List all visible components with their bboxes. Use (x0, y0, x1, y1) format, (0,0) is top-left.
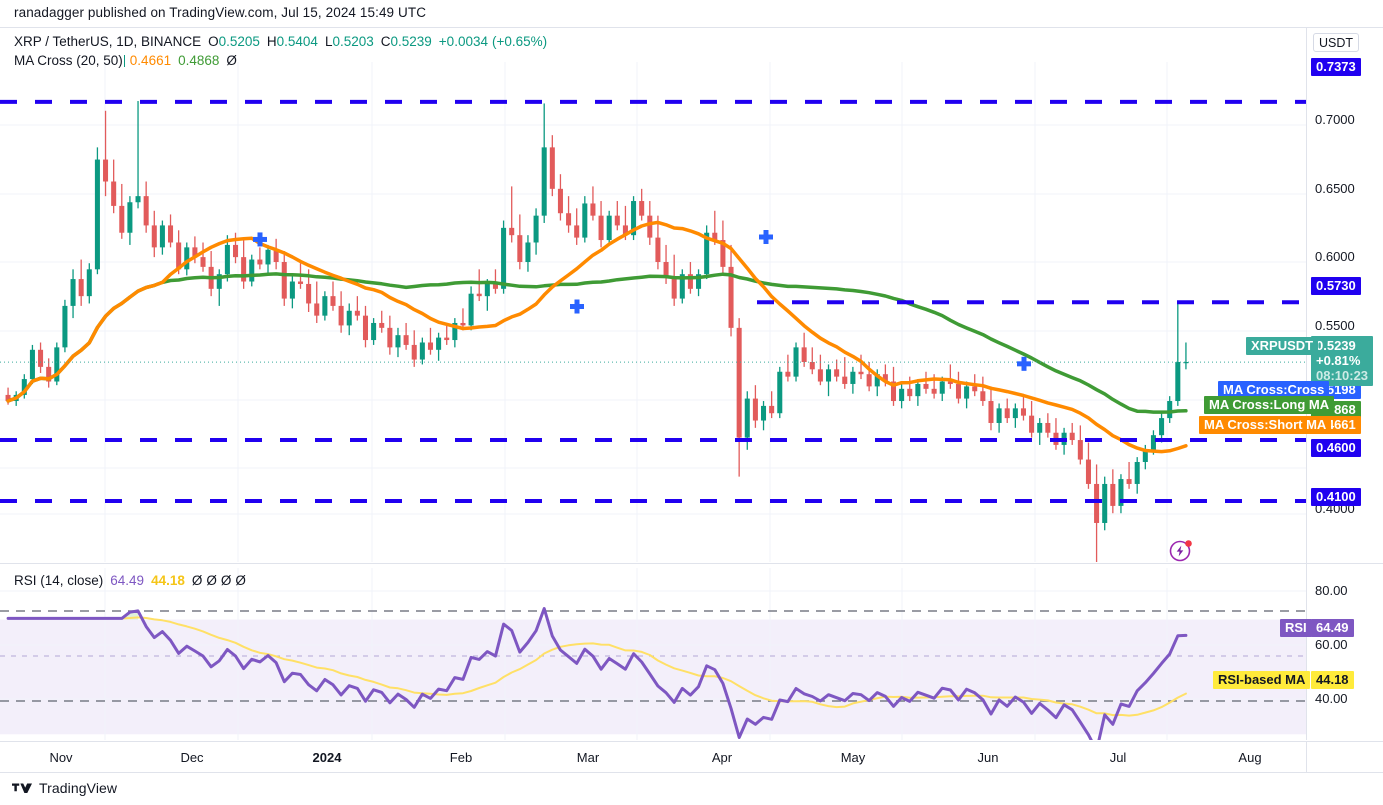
time-axis-label: May (840, 750, 866, 765)
price-chart-svg (0, 62, 1306, 562)
legend-ma-title: MA Cross (20, 50) (14, 53, 123, 68)
legend-row-ma-cross[interactable]: MA Cross (20, 50) 0.4661 0.4868 Ø (14, 51, 547, 70)
chart-legend: XRP / TetherUS, 1D, BINANCE O0.5205 H0.540… (14, 32, 547, 70)
rsi-legend-row: RSI (14, close) 64.49 44.18 Ø Ø Ø Ø (14, 571, 246, 590)
ma-cross-markers (253, 230, 1031, 371)
ma-cross-marker (1017, 356, 1031, 371)
time-axis[interactable]: Nov Dec 2024 Feb Mar Apr May Jun Jul Aug (0, 741, 1383, 773)
price-level-pill[interactable]: 0.4100 (1311, 488, 1361, 506)
legend-open-label: O (208, 34, 219, 49)
legend-high-value: 0.5404 (276, 34, 318, 49)
time-axis-label: Jul (1109, 750, 1127, 765)
legend-high-label: H (266, 34, 277, 49)
rsi-chart-svg (0, 568, 1306, 740)
rsi-legend[interactable]: RSI (14, close) 64.49 44.18 Ø Ø Ø Ø (14, 571, 246, 590)
series-name-tag[interactable]: MA Cross:Short MA (1199, 416, 1332, 434)
current-price-change: +0.81% (1316, 353, 1361, 368)
price-axis[interactable]: 0.7000 0.6500 0.6000 0.5500 0.4000 0.7373 0.57… (1306, 28, 1383, 563)
ma-cross-marker (759, 230, 773, 244)
rsi-indicator-pane[interactable] (0, 568, 1306, 740)
price-horizontal-gridlines (0, 124, 1306, 515)
time-axis-label: Apr (711, 750, 733, 765)
price-axis-tick: 0.5500 (1315, 318, 1355, 333)
price-level-pill[interactable]: 0.5730 (1311, 277, 1361, 295)
legend-close-value: 0.5239 (390, 34, 432, 49)
time-axis-label: 2024 (312, 750, 342, 765)
rsi-legend-null-2: Ø (206, 573, 217, 588)
rsi-axis[interactable]: 80.00 60.00 40.00 64.49 44.18 (1306, 564, 1383, 740)
legend-open-value: 0.5205 (218, 34, 260, 49)
rsi-axis-tick: 40.00 (1315, 691, 1348, 706)
ma-cross-marker (253, 232, 267, 247)
bar-countdown: 08:10:23 (1316, 368, 1369, 383)
tradingview-brand-text: TradingView (39, 780, 118, 796)
rsi-axis-tick: 80.00 (1315, 583, 1348, 598)
rsi-vertical-gridlines (104, 568, 1168, 740)
price-level-pill[interactable]: 0.7373 (1311, 58, 1361, 76)
series-name-tag[interactable]: MA Cross:Long MA (1204, 396, 1335, 414)
legend-close-label: C (380, 34, 391, 49)
series-name-tag[interactable]: MA Cross:Cross (1218, 381, 1330, 399)
currency-label[interactable]: USDT (1313, 33, 1359, 52)
candlestick-series (5, 101, 1189, 562)
price-level-lines[interactable] (0, 99, 1306, 504)
legend-row-symbol[interactable]: XRP / TetherUS, 1D, BINANCE O0.5205 H0.540… (14, 32, 547, 51)
current-price-value: 0.5239 (1316, 338, 1356, 353)
rsi-legend-null-4: Ø (235, 573, 246, 588)
ma-cross-marker (570, 299, 584, 314)
tradingview-footer[interactable]: TradingView (12, 780, 117, 796)
legend-symbol: XRP / TetherUS, 1D, BINANCE (14, 34, 202, 49)
time-axis-divider (1306, 742, 1307, 773)
legend-ma-short-value: 0.4661 (129, 53, 172, 68)
rsi-legend-ma-value: 44.18 (151, 573, 185, 588)
time-axis-label: Jun (977, 750, 999, 765)
time-axis-label: Feb (449, 750, 473, 765)
attribution-text: ranadagger published on TradingView.com,… (14, 5, 427, 20)
current-price-pill[interactable]: 0.5239 +0.81% 08:10:23 (1311, 336, 1374, 386)
rsi-value-pill[interactable]: 64.49 (1311, 619, 1354, 637)
time-axis-label: Dec (180, 750, 204, 765)
price-level-pill[interactable]: 0.4600 (1311, 439, 1361, 457)
rsi-line (6, 607, 1188, 740)
legend-ma-long-value: 0.4868 (178, 53, 220, 68)
price-axis-tick: 0.7000 (1315, 112, 1355, 127)
legend-ma-null: Ø (226, 53, 237, 68)
price-chart-pane[interactable] (0, 62, 1306, 562)
pane-divider (0, 563, 1383, 564)
series-name-tag[interactable]: RSI-based MA (1213, 671, 1311, 689)
price-axis-tick: 0.6500 (1315, 181, 1355, 196)
rsi-legend-title: RSI (14, close) (14, 573, 104, 588)
legend-low-label: L (324, 34, 333, 49)
rsi-axis-tick: 60.00 (1315, 637, 1348, 652)
rsi-legend-value: 64.49 (110, 573, 145, 588)
long-ma-line (6, 272, 1188, 414)
short-ma-line (6, 220, 1188, 454)
legend-change-percent: (+0.65%) (491, 34, 548, 49)
time-axis-label: Mar (576, 750, 600, 765)
price-axis-tick: 0.6000 (1315, 249, 1355, 264)
rsi-based-ma-line (7, 616, 1187, 717)
attribution-divider (0, 27, 1383, 28)
series-name-tag[interactable]: RSI (1280, 619, 1312, 637)
legend-low-value: 0.5203 (332, 34, 374, 49)
tradingview-logo-icon (12, 782, 32, 795)
legend-change: +0.0034 (438, 34, 488, 49)
rsi-value-pill[interactable]: 44.18 (1311, 671, 1354, 689)
rsi-horizontal-gridlines (0, 590, 1306, 700)
rsi-legend-null-1: Ø (191, 573, 203, 588)
time-axis-label: Aug (1238, 750, 1262, 765)
time-axis-label: Nov (49, 750, 73, 765)
lightning-alert-icon[interactable] (1168, 537, 1194, 563)
series-name-tag[interactable]: XRPUSDT (1246, 337, 1319, 355)
rsi-legend-null-3: Ø (220, 573, 232, 588)
price-vertical-gridlines (104, 62, 1168, 562)
ma-color-bar-icon (123, 55, 125, 67)
